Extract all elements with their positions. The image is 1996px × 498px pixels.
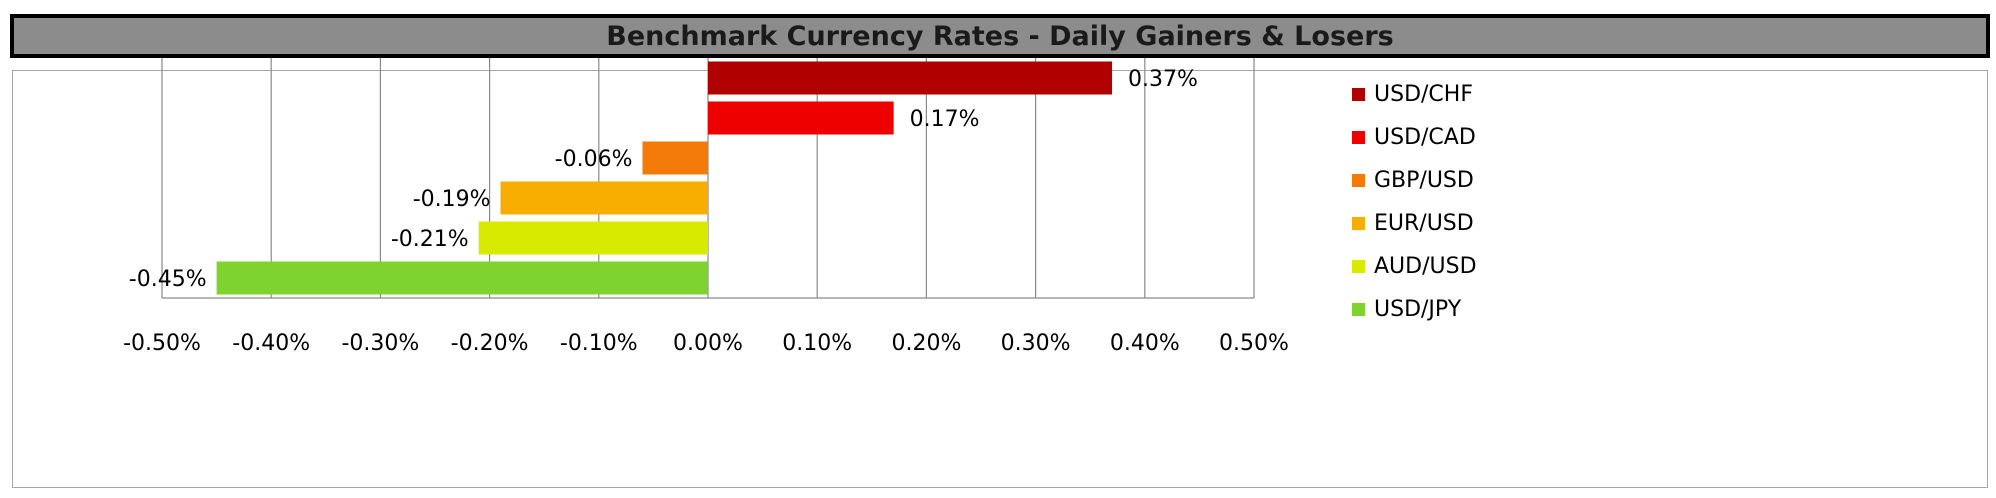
x-tick-label: 0.10% xyxy=(782,331,852,356)
chart-title-bar: Benchmark Currency Rates - Daily Gainers… xyxy=(10,14,1990,58)
data-labels: 0.37% 0.17% -0.06% -0.19% -0.21% -0.45% xyxy=(129,67,1198,292)
legend-label: USD/CAD xyxy=(1374,125,1476,150)
legend-swatch xyxy=(1352,174,1365,187)
x-tick-label: 0.50% xyxy=(1219,331,1289,356)
x-axis-ticks: -0.50% -0.40% -0.30% -0.20% -0.10% 0.00% 0.10%… xyxy=(123,331,1289,356)
bars xyxy=(216,61,1113,295)
bar-usd-chf xyxy=(708,61,1113,95)
chart-title: Benchmark Currency Rates - Daily Gainers… xyxy=(606,20,1394,52)
data-label: -0.19% xyxy=(413,187,491,212)
x-tick-label: 0.30% xyxy=(1001,331,1071,356)
bar-usd-cad xyxy=(708,101,894,135)
legend-swatch xyxy=(1352,303,1365,316)
data-label: 0.17% xyxy=(910,107,980,132)
legend-label: GBP/USD xyxy=(1374,168,1474,193)
x-tick-label: 0.40% xyxy=(1110,331,1180,356)
gridlines xyxy=(161,58,1255,299)
data-label: -0.06% xyxy=(555,147,633,172)
data-label: -0.45% xyxy=(129,267,207,292)
legend-swatch xyxy=(1352,217,1365,230)
bar-usd-jpy xyxy=(216,261,708,295)
bar-gbp-usd xyxy=(642,141,708,175)
legend-label: EUR/USD xyxy=(1374,211,1474,236)
x-tick-label: 0.00% xyxy=(673,331,743,356)
legend-swatch xyxy=(1352,131,1365,144)
legend-swatch xyxy=(1352,88,1365,101)
legend: USD/CHF USD/CAD GBP/USD EUR/USD AUD/USD USD/J… xyxy=(1352,82,1477,322)
data-label: -0.21% xyxy=(391,227,469,252)
data-label: 0.37% xyxy=(1128,67,1198,92)
x-tick-label: -0.10% xyxy=(560,331,638,356)
x-tick-label: -0.20% xyxy=(451,331,529,356)
legend-label: USD/CHF xyxy=(1374,82,1473,107)
legend-swatch xyxy=(1352,260,1365,273)
x-tick-label: -0.30% xyxy=(341,331,419,356)
bar-eur-usd xyxy=(500,181,708,215)
x-tick-label: 0.20% xyxy=(891,331,961,356)
x-tick-label: -0.40% xyxy=(232,331,310,356)
bar-aud-usd xyxy=(478,221,708,255)
legend-label: AUD/USD xyxy=(1374,254,1477,279)
x-tick-label: -0.50% xyxy=(123,331,201,356)
legend-label: USD/JPY xyxy=(1374,297,1462,322)
